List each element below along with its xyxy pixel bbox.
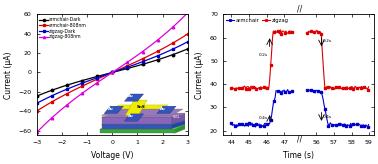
- zigzag-Dark: [125, 66, 130, 68]
- armchair: [243, 123, 248, 125]
- zigzag: [237, 88, 242, 90]
- zigzag-808nm: [115, 68, 119, 70]
- armchair-Dark: [115, 70, 119, 72]
- Line: zigzag: zigzag: [231, 29, 294, 90]
- zigzag-Dark: [34, 102, 39, 104]
- armchair-808nm: [70, 90, 74, 92]
- armchair-Dark: [166, 55, 170, 57]
- armchair-808nm: [186, 33, 190, 35]
- zigzag-808nm: [186, 11, 190, 13]
- zigzag-808nm: [87, 87, 92, 89]
- Text: 0.4s: 0.4s: [323, 115, 332, 119]
- zigzag: [291, 31, 295, 33]
- armchair-Dark: [87, 78, 92, 80]
- zigzag: [278, 29, 283, 31]
- armchair: [291, 91, 295, 93]
- zigzag: [239, 88, 243, 90]
- Y-axis label: Current (μA): Current (μA): [4, 51, 13, 99]
- zigzag: [249, 85, 253, 87]
- armchair-808nm: [65, 93, 69, 95]
- Text: 0.2s: 0.2s: [323, 39, 332, 43]
- armchair-Dark: [65, 84, 69, 86]
- Line: armchair-808nm: armchair-808nm: [36, 33, 189, 112]
- zigzag: [264, 86, 268, 88]
- zigzag: [256, 87, 260, 89]
- zigzag-808nm: [34, 132, 39, 133]
- Text: 0.2s: 0.2s: [259, 53, 268, 57]
- Text: //: //: [297, 4, 303, 13]
- armchair: [256, 125, 260, 127]
- armchair-Dark: [70, 83, 74, 85]
- Text: //: //: [297, 134, 303, 143]
- armchair-808nm: [115, 69, 119, 71]
- zigzag-Dark: [186, 41, 190, 43]
- Line: zigzag-808nm: zigzag-808nm: [36, 11, 189, 134]
- Line: zigzag-Dark: zigzag-Dark: [36, 40, 189, 105]
- armchair-808nm: [125, 65, 130, 67]
- Line: armchair: armchair: [231, 89, 294, 128]
- armchair-808nm: [166, 45, 170, 47]
- armchair-808nm: [87, 82, 92, 84]
- armchair: [229, 122, 234, 124]
- armchair-Dark: [34, 95, 39, 97]
- Line: armchair-Dark: armchair-Dark: [36, 48, 189, 97]
- zigzag-Dark: [166, 51, 170, 52]
- armchair: [283, 91, 287, 92]
- armchair-808nm: [34, 110, 39, 112]
- armchair: [253, 126, 258, 128]
- Y-axis label: Current (μA): Current (μA): [195, 51, 204, 99]
- zigzag-808nm: [166, 31, 170, 33]
- zigzag: [229, 87, 234, 89]
- armchair: [264, 124, 268, 126]
- X-axis label: Time (s): Time (s): [283, 151, 314, 160]
- zigzag-808nm: [125, 61, 130, 63]
- zigzag-808nm: [70, 100, 74, 102]
- Legend: armchair-Dark, armchair-808nm, zigzag-Dark, zigzag-808nm: armchair-Dark, armchair-808nm, zigzag-Da…: [39, 17, 87, 40]
- zigzag: [244, 86, 249, 88]
- armchair-Dark: [186, 48, 190, 50]
- zigzag-Dark: [115, 70, 119, 72]
- Legend: armchair, zigzag: armchair, zigzag: [225, 17, 289, 23]
- armchair: [285, 89, 290, 91]
- zigzag: [284, 30, 288, 32]
- armchair-Dark: [125, 68, 130, 70]
- armchair: [248, 124, 253, 126]
- zigzag-Dark: [87, 80, 92, 82]
- zigzag-Dark: [70, 86, 74, 88]
- armchair: [237, 123, 242, 125]
- X-axis label: Voltage (V): Voltage (V): [91, 151, 133, 160]
- zigzag-Dark: [65, 88, 69, 90]
- zigzag-808nm: [65, 104, 69, 106]
- Text: 0.4s: 0.4s: [259, 116, 268, 120]
